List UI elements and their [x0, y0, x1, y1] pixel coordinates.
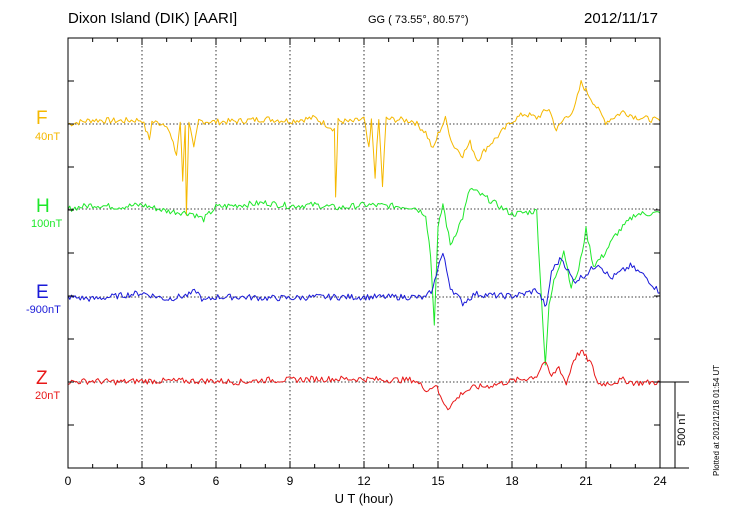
channel-scale-e: -900nT — [26, 304, 61, 316]
series-line-z — [67, 349, 661, 411]
series-line-h — [67, 187, 661, 366]
x-tick-label: 15 — [431, 474, 445, 488]
x-tick-label: 18 — [505, 474, 519, 488]
channel-label-z: Z — [36, 368, 48, 389]
series-line-e — [67, 252, 661, 307]
axis-ticks: 0 3 6 9 12 15 18 21 24 — [65, 37, 667, 488]
grid-lines — [141, 38, 587, 468]
x-tick-label: 21 — [579, 474, 593, 488]
series-lines — [67, 80, 661, 411]
channel-label-e: E — [36, 282, 49, 303]
x-tick-label: 12 — [357, 474, 371, 488]
plotted-timestamp: Plotted at 2012/12/18 01:54 UT — [712, 364, 721, 476]
channel-scale-f: 40nT — [35, 131, 61, 143]
x-axis-label: U T (hour) — [335, 491, 394, 506]
station-title: Dixon Island (DIK) [AARI] — [68, 10, 238, 27]
coordinates-label: GG ( 73.55°, 80.57°) — [368, 14, 469, 26]
channel-scale-z: 20nT — [35, 390, 61, 402]
scale-bar-label: 500 nT — [676, 411, 688, 446]
x-tick-label: 24 — [653, 474, 667, 488]
channel-label-h: H — [36, 196, 50, 217]
series-line-f — [67, 80, 661, 216]
channel-scale-h: 100nT — [31, 218, 63, 230]
x-tick-label: 3 — [139, 474, 146, 488]
x-tick-label: 0 — [65, 474, 72, 488]
channel-label-f: F — [36, 108, 48, 129]
baselines — [68, 123, 660, 383]
scale-bar — [660, 381, 689, 469]
date-label: 2012/11/17 — [584, 10, 658, 27]
x-tick-label: 9 — [287, 474, 294, 488]
x-tick-label: 6 — [213, 474, 220, 488]
